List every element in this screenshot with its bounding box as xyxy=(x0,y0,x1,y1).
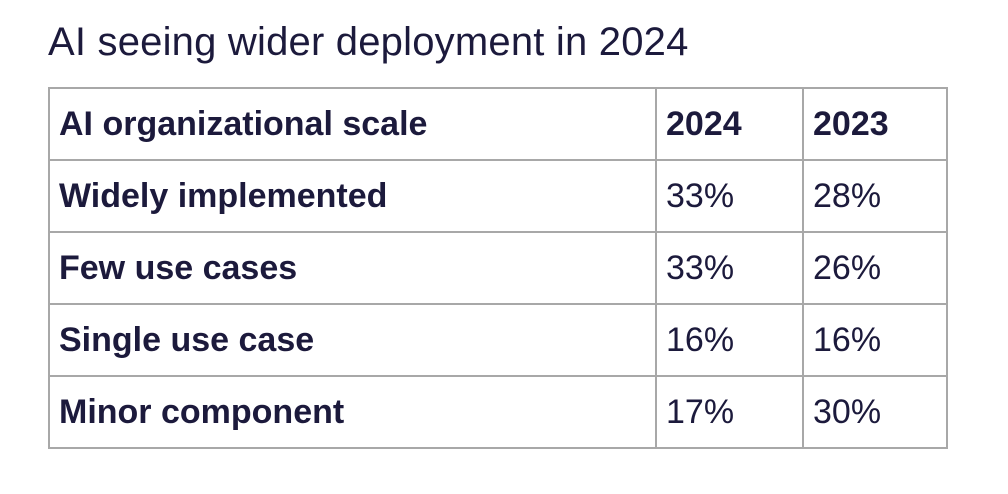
column-header-2024: 2024 xyxy=(655,87,804,161)
table-row: Few use cases 33% 26% xyxy=(48,231,948,305)
cell-value-2024: 16% xyxy=(655,303,804,377)
column-header-scale: AI organizational scale xyxy=(48,87,657,161)
table-header-row: AI organizational scale 2024 2023 xyxy=(48,87,948,161)
row-label: Minor component xyxy=(48,375,657,449)
cell-value-2023: 16% xyxy=(802,303,948,377)
row-label: Few use cases xyxy=(48,231,657,305)
table-row: Widely implemented 33% 28% xyxy=(48,159,948,233)
table-row: Single use case 16% 16% xyxy=(48,303,948,377)
cell-value-2023: 30% xyxy=(802,375,948,449)
data-table: AI organizational scale 2024 2023 Widely… xyxy=(48,87,948,449)
cell-value-2024: 17% xyxy=(655,375,804,449)
cell-value-2023: 26% xyxy=(802,231,948,305)
cell-value-2024: 33% xyxy=(655,231,804,305)
column-header-2023: 2023 xyxy=(802,87,948,161)
row-label: Single use case xyxy=(48,303,657,377)
table-row: Minor component 17% 30% xyxy=(48,375,948,449)
chart-title: AI seeing wider deployment in 2024 xyxy=(48,20,689,64)
cell-value-2023: 28% xyxy=(802,159,948,233)
cell-value-2024: 33% xyxy=(655,159,804,233)
row-label: Widely implemented xyxy=(48,159,657,233)
